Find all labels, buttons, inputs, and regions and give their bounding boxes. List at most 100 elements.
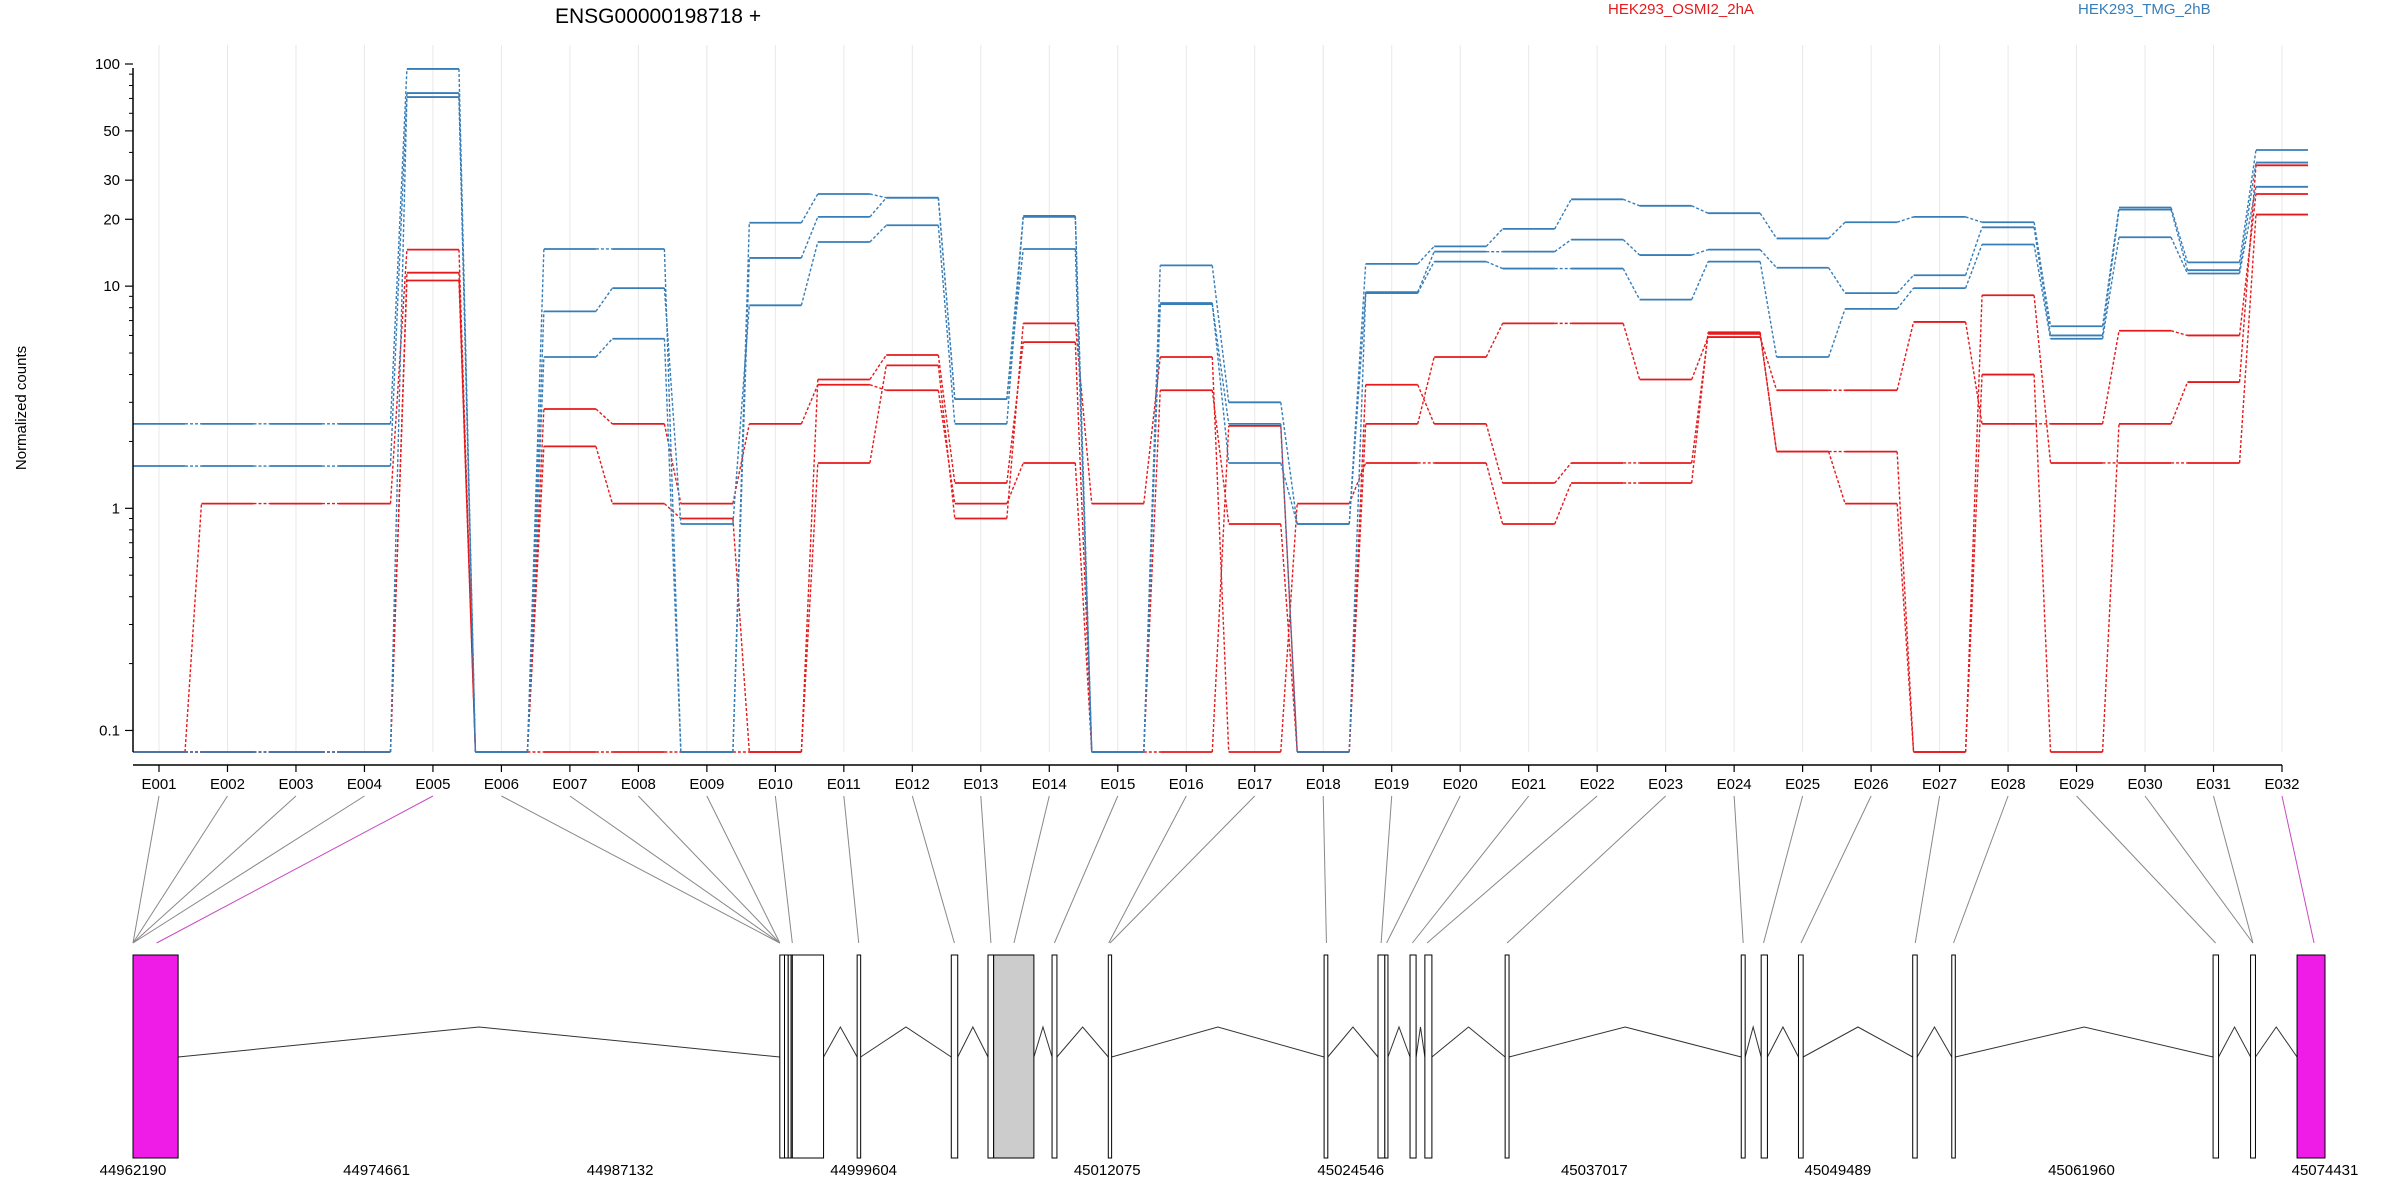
series-connector (869, 365, 887, 464)
y-tick-label: 10 (103, 278, 120, 295)
series-connector (1417, 261, 1435, 294)
x-tick-label-e007: E007 (552, 776, 587, 793)
series-connector (2170, 330, 2188, 337)
legend-entry-osmi2: HEK293_OSMI2_2hA (1608, 1, 1754, 18)
series-connector (1485, 323, 1504, 358)
series-connector (869, 384, 887, 391)
series-connector (1211, 304, 1230, 424)
axes: 0.1 1 10 20 30 50 100 E001 E002 E003 E004 E005 E006 E… (95, 56, 2300, 793)
series-connector (663, 248, 682, 753)
series-connector (800, 379, 819, 753)
series-connector (1006, 462, 1024, 504)
genomic-coordinate-label: 45037017 (1561, 1162, 1628, 1179)
series-connector (2170, 209, 2189, 271)
series-connector (389, 249, 408, 504)
x-tick-label-e028: E028 (1991, 776, 2026, 793)
series-connector (1827, 451, 1846, 504)
exon-block (1424, 954, 1433, 1159)
x-tick-label-e026: E026 (1854, 776, 1889, 793)
series-connector (1622, 323, 1641, 380)
intron-line (860, 1026, 952, 1058)
exon-connector-line (1800, 795, 1872, 944)
x-tick-label-e025: E025 (1785, 776, 1820, 793)
exon-connector-line (132, 795, 228, 944)
series-1 (132, 193, 2309, 753)
x-tick-label-e016: E016 (1169, 776, 1204, 793)
series-connector (1690, 332, 1709, 484)
intron-line (1111, 1026, 1325, 1058)
series-connector (1896, 216, 1914, 223)
series-connector (1348, 292, 1367, 525)
exon-block (784, 954, 789, 1159)
exon-block (1409, 954, 1417, 1159)
series-connector (1554, 198, 1572, 230)
y-tick-label: 20 (103, 211, 120, 228)
series-connector (1554, 482, 1572, 525)
genomic-coordinate-label: 44987132 (587, 1162, 654, 1179)
series-connector (800, 216, 819, 259)
series-connector (1965, 216, 1983, 223)
exon-connector-line (1763, 795, 1804, 944)
exon-block (1797, 954, 1804, 1159)
x-tick-label-e017: E017 (1237, 776, 1272, 793)
x-tick-label-e018: E018 (1306, 776, 1341, 793)
series-connector (732, 518, 751, 753)
series-connector (1485, 423, 1504, 484)
x-tick-label-e024: E024 (1717, 776, 1752, 793)
series-connector (1417, 384, 1435, 425)
series-connector (1622, 198, 1640, 207)
series-connector (1143, 265, 1161, 753)
exon-connector-line (132, 795, 297, 944)
series-connector (800, 462, 819, 753)
series-connector (1074, 462, 1093, 753)
exon-connector-line (132, 795, 160, 944)
series-connector (1417, 251, 1435, 293)
series-connector (869, 193, 887, 199)
series-connector (2170, 236, 2189, 274)
intron-line (2255, 1026, 2298, 1058)
x-tick-label-e003: E003 (278, 776, 313, 793)
intron-line (1744, 1025, 1762, 1058)
exon-connector-line (774, 795, 793, 944)
series-connector (937, 197, 956, 400)
intron-line (1802, 1026, 1913, 1058)
exon-block (1912, 954, 1918, 1159)
series-connector (526, 356, 545, 753)
exon-block (1504, 954, 1510, 1159)
series-connector (1280, 462, 1298, 525)
x-tick-label-e014: E014 (1032, 776, 1067, 793)
exon-connector-line (1108, 795, 1187, 944)
series-connector (2101, 423, 2120, 753)
series-connector (732, 423, 751, 504)
series-connector (458, 97, 477, 753)
intron-line (1431, 1026, 1506, 1058)
chart-title: ENSG00000198718 + (555, 5, 761, 28)
x-tick-label-e012: E012 (895, 776, 930, 793)
exon-connector-line (911, 795, 955, 944)
series-connector (1691, 261, 1709, 300)
series-connector (1006, 323, 1024, 519)
series-connector (1211, 425, 1230, 753)
series-connector (458, 280, 477, 753)
series-connector (1964, 244, 1983, 289)
exon-connector-line (1733, 795, 1744, 944)
series-connector (1006, 248, 1024, 400)
intron-line (957, 1025, 989, 1058)
exon-block (791, 954, 825, 1159)
series-connector (1417, 245, 1435, 265)
exon-block (950, 954, 959, 1159)
series-connector (1280, 402, 1298, 525)
genomic-coordinate-label: 45074431 (2292, 1162, 2359, 1179)
intron-line (1033, 1025, 1053, 1058)
x-tick-label-e011: E011 (827, 776, 861, 793)
x-tick-label-e021: E021 (1511, 776, 1546, 793)
exon-block (1107, 954, 1113, 1159)
x-tick-label-e008: E008 (621, 776, 656, 793)
series-connector (1759, 261, 1778, 358)
x-tick-label-e015: E015 (1100, 776, 1135, 793)
series-connector (389, 68, 408, 424)
series-connector (1622, 268, 1641, 300)
series-connector (1006, 216, 1024, 424)
series-connector (1074, 248, 1093, 753)
series-connector (1280, 503, 1298, 753)
